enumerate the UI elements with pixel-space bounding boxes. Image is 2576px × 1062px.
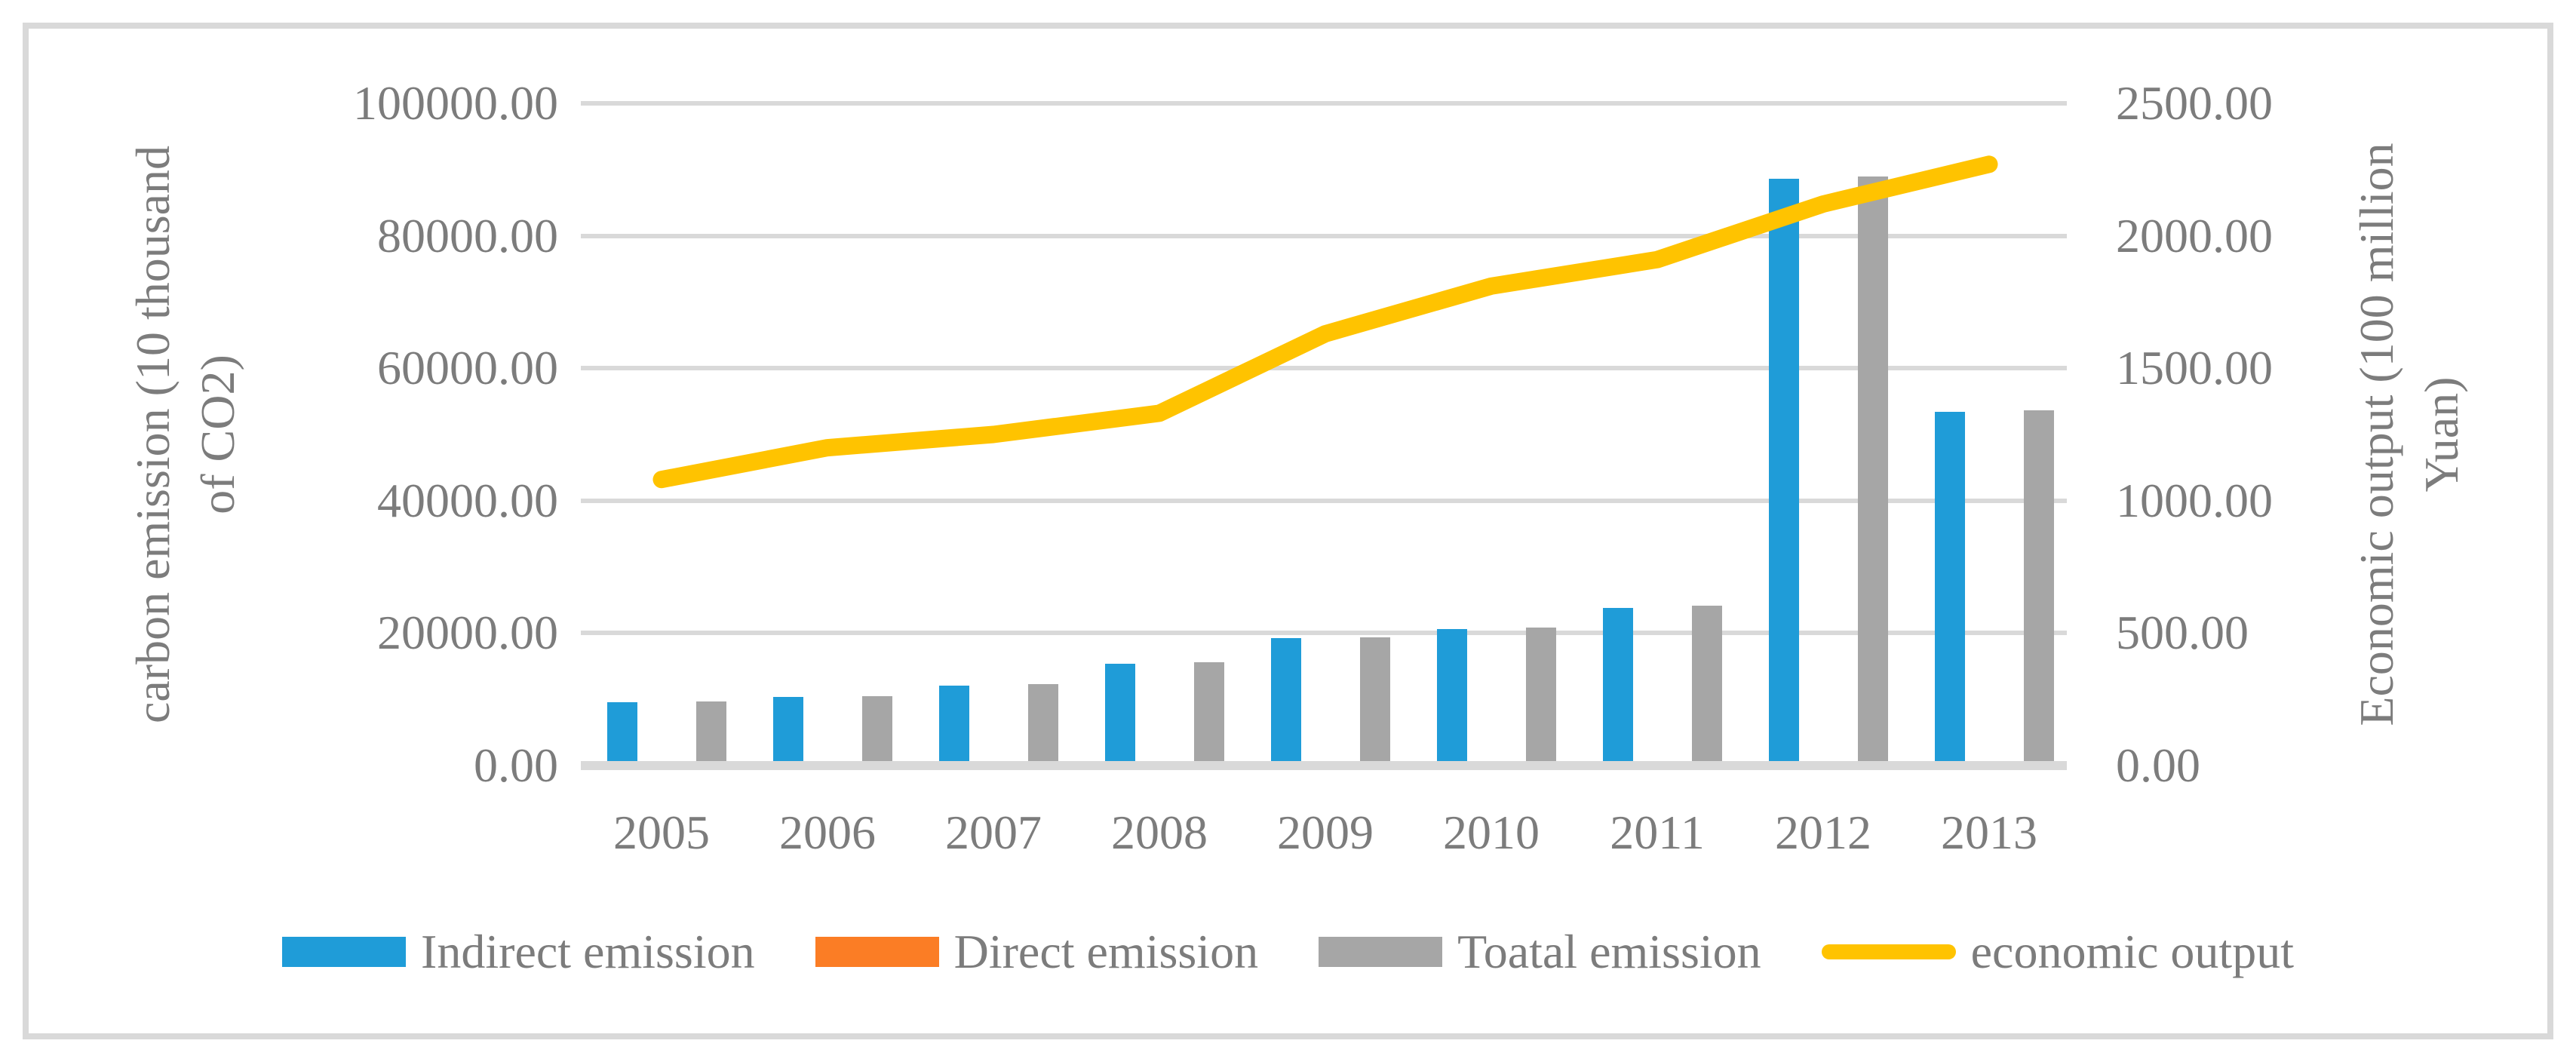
gridline — [581, 498, 2067, 503]
x-axis-tick-2008: 2008 — [1111, 806, 1208, 859]
right-axis-tick-1000.00: 1000.00 — [2116, 473, 2273, 527]
legend-label: Indirect emission — [421, 925, 755, 978]
right-axis-tick-1500.00: 1500.00 — [2116, 341, 2273, 395]
plot-area — [581, 101, 2067, 770]
bar-indirect-emission-2005 — [607, 701, 637, 766]
x-axis-tick-2005: 2005 — [613, 806, 710, 859]
bar-indirect-emission-2008 — [1105, 663, 1135, 766]
legend-swatch-rect — [815, 937, 939, 967]
bar-indirect-emission-2012 — [1769, 179, 1799, 766]
x-axis-baseline — [581, 761, 2067, 770]
bar-indirect-emission-2013 — [1935, 412, 1965, 766]
bar-indirect-emission-2011 — [1603, 608, 1633, 766]
bar-indirect-emission-2007 — [939, 685, 969, 766]
gridline — [581, 366, 2067, 371]
legend-label: Toatal emission — [1457, 925, 1761, 978]
bar-indirect-emission-2009 — [1271, 638, 1301, 766]
bar-toatal-emission-2009 — [1360, 637, 1390, 766]
legend-item-direct-emission: Direct emission — [815, 928, 1258, 976]
legend-item-economic-output: economic output — [1821, 925, 2294, 978]
legend-swatch-rect — [282, 937, 407, 967]
bar-toatal-emission-2007 — [1028, 684, 1058, 766]
legend-swatch-rect — [1319, 937, 1443, 967]
bar-indirect-emission-2010 — [1437, 629, 1467, 766]
legend-label: economic output — [1970, 925, 2294, 978]
left-axis-tick-60000.00: 60000.00 — [377, 341, 558, 395]
bar-toatal-emission-2013 — [2024, 410, 2054, 766]
bar-toatal-emission-2008 — [1194, 662, 1224, 766]
left-axis-title-line1: carbon emission (10 thousand — [126, 145, 180, 724]
right-axis-tick-2000.00: 2000.00 — [2116, 208, 2273, 262]
legend: Indirect emission Direct emission Toatal e… — [0, 922, 2576, 982]
right-axis-title-line1: Economic output (100 million — [2350, 143, 2403, 726]
left-axis-title: carbon emission (10 thousand of CO2) — [121, 103, 250, 766]
x-axis-tick-2009: 2009 — [1277, 806, 1374, 859]
line-economic-output — [652, 155, 1998, 489]
left-axis-tick-80000.00: 80000.00 — [377, 208, 558, 262]
right-axis-tick-0.00: 0.00 — [2116, 738, 2200, 792]
x-axis-tick-2006: 2006 — [779, 806, 876, 859]
right-axis-tick-2500.00: 2500.00 — [2116, 76, 2273, 130]
legend-label: Direct emission — [953, 925, 1259, 978]
left-axis-tick-20000.00: 20000.00 — [377, 606, 558, 660]
left-axis-tick-0.00: 0.00 — [474, 738, 558, 792]
bar-toatal-emission-2011 — [1692, 606, 1722, 766]
x-axis-tick-2012: 2012 — [1775, 806, 1871, 859]
right-axis-title: Economic output (100 million Yuan) — [2344, 103, 2474, 766]
bar-toatal-emission-2010 — [1526, 628, 1556, 766]
bar-indirect-emission-2006 — [773, 696, 803, 766]
x-axis-tick-2011: 2011 — [1610, 806, 1705, 859]
legend-swatch-line — [1821, 944, 1956, 959]
x-axis-tick-2010: 2010 — [1443, 806, 1540, 859]
bar-toatal-emission-2012 — [1858, 176, 1888, 766]
x-axis-tick-2013: 2013 — [1941, 806, 2037, 859]
bar-toatal-emission-2005 — [696, 701, 726, 766]
bar-toatal-emission-2006 — [862, 695, 892, 766]
figure-border — [23, 23, 2553, 1039]
legend-item-indirect-emission: Indirect emission — [282, 928, 755, 976]
legend-item-toatal-emission: Toatal emission — [1319, 928, 1761, 976]
right-axis-title-line2: Yuan) — [2415, 376, 2468, 493]
gridline — [581, 233, 2067, 238]
right-axis-tick-500.00: 500.00 — [2116, 606, 2249, 660]
left-axis-tick-100000.00: 100000.00 — [353, 76, 558, 130]
gridline — [581, 631, 2067, 636]
left-axis-title-line2: of CO2) — [191, 355, 244, 514]
left-axis-tick-40000.00: 40000.00 — [377, 473, 558, 527]
x-axis-tick-2007: 2007 — [945, 806, 1042, 859]
gridline — [581, 101, 2067, 106]
